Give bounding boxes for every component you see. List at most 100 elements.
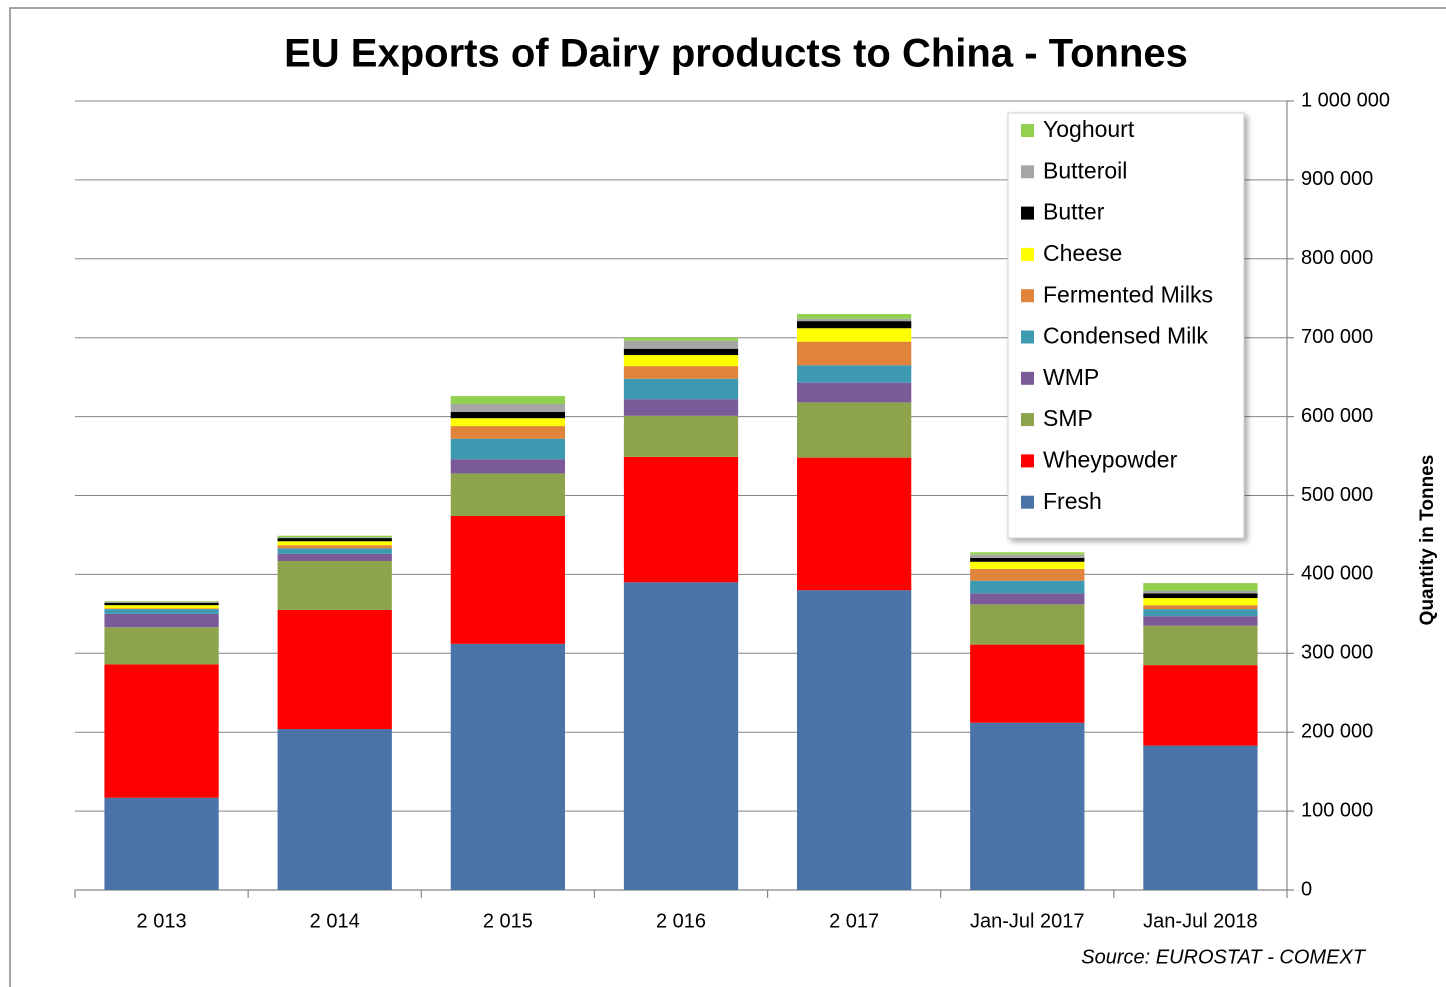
y-tick-label: 900 000 <box>1301 168 1373 190</box>
bar-segment <box>104 797 219 890</box>
bar-segment <box>450 459 565 474</box>
legend-swatch <box>1021 206 1034 220</box>
bar-segment <box>104 609 219 614</box>
bar-segment <box>797 318 912 322</box>
bar-segment <box>1143 583 1258 591</box>
bar-segment <box>797 341 912 366</box>
bar-segment <box>277 729 392 890</box>
bar-segment <box>277 545 392 549</box>
legend-label: Butter <box>1043 199 1105 225</box>
bar-segment <box>1143 598 1258 606</box>
bar-segment <box>104 627 219 665</box>
bar-segment <box>104 602 219 606</box>
legend-swatch <box>1021 413 1034 427</box>
bar-segment <box>104 664 219 798</box>
bar-segment <box>277 548 392 554</box>
bar-segment <box>623 366 739 379</box>
bar-segment <box>1143 625 1258 666</box>
bar-segment <box>797 321 912 329</box>
y-tick-label: 700 000 <box>1301 326 1373 348</box>
x-tick-label: 2 014 <box>310 910 360 932</box>
bar-segment <box>623 456 739 583</box>
y-tick-label: 200 000 <box>1301 720 1373 742</box>
bar-segment <box>277 537 392 539</box>
bar-segment <box>970 580 1085 594</box>
legend-box <box>1007 112 1245 539</box>
bar-segment <box>450 643 565 890</box>
bar-segment <box>797 328 912 342</box>
legend-swatch <box>1021 371 1034 385</box>
bar-segment <box>797 314 912 319</box>
bar-segment <box>104 613 219 628</box>
legend-label: Cheese <box>1043 240 1122 266</box>
bar-segment <box>970 722 1085 890</box>
bar-segment <box>797 457 912 591</box>
x-tick-label: Jan-Jul 2017 <box>970 910 1085 932</box>
y-axis-label: Quantity in Tonnes <box>1417 455 1438 626</box>
bar-segment <box>104 608 219 610</box>
y-tick-label: 400 000 <box>1301 563 1373 585</box>
bar-segment <box>970 644 1085 723</box>
bar-segment <box>970 557 1085 562</box>
legend-label: Fermented Milks <box>1043 281 1213 307</box>
y-tick-label: 600 000 <box>1301 405 1373 427</box>
bar-segment <box>277 609 392 730</box>
legend-label: Condensed Milk <box>1043 323 1208 349</box>
y-tick-label: 500 000 <box>1301 484 1373 506</box>
bar-segment <box>623 340 739 349</box>
x-tick-label: 2 015 <box>483 910 533 932</box>
legend-label: WMP <box>1043 364 1099 390</box>
bar-segment <box>1143 616 1258 626</box>
y-tick-label: 0 <box>1301 878 1312 900</box>
bar-segment <box>1143 593 1258 599</box>
legend-swatch <box>1021 454 1034 468</box>
bar-segment <box>450 411 565 419</box>
legend-swatch <box>1021 165 1034 179</box>
bar-segment <box>104 601 219 603</box>
bar-segment <box>1143 590 1258 594</box>
bar-segment <box>450 473 565 517</box>
bar-segment <box>450 403 565 412</box>
bar-segment <box>450 396 565 404</box>
x-tick-label: 2 017 <box>829 910 879 932</box>
legend-swatch <box>1021 495 1034 509</box>
x-tick-label: 2 013 <box>137 910 187 932</box>
bar-segment <box>970 604 1085 645</box>
bar-segment <box>970 561 1085 569</box>
legend-swatch <box>1021 247 1034 261</box>
source-note: Source: EUROSTAT - COMEXT <box>1081 946 1367 968</box>
y-tick-label: 300 000 <box>1301 642 1373 664</box>
bar-segment <box>450 438 565 460</box>
bar-segment <box>450 426 565 439</box>
bar-segment <box>1143 665 1258 746</box>
x-tick-label: 2 016 <box>656 910 706 932</box>
bar-segment <box>1143 605 1258 610</box>
bar-segment <box>277 535 392 538</box>
x-tick-label: Jan-Jul 2018 <box>1143 910 1258 932</box>
bar-segment <box>623 415 739 457</box>
bar-segment <box>797 590 912 890</box>
bar-segment <box>623 582 739 890</box>
y-tick-label: 1 000 000 <box>1301 89 1390 111</box>
bar-segment <box>623 378 739 400</box>
bar-segment <box>450 516 565 644</box>
bar-segment <box>104 602 219 603</box>
bar-segment <box>104 605 219 609</box>
bar-segment <box>1143 745 1258 890</box>
bar-segment <box>277 560 392 610</box>
bar-segment <box>970 593 1085 605</box>
bar-segment <box>623 355 739 367</box>
bar-segment <box>623 348 739 356</box>
legend-label: SMP <box>1043 405 1093 431</box>
legend-label: Wheypowder <box>1043 446 1178 472</box>
legend-label: Yoghourt <box>1043 116 1135 142</box>
chart-title: EU Exports of Dairy products to China - … <box>284 32 1188 76</box>
bar-segment <box>970 554 1085 558</box>
bar-segment <box>970 568 1085 581</box>
bar-segment <box>450 418 565 427</box>
bar-segment <box>277 553 392 561</box>
bar-segment <box>277 538 392 542</box>
y-tick-label: 800 000 <box>1301 247 1373 269</box>
bar-segment <box>623 399 739 416</box>
